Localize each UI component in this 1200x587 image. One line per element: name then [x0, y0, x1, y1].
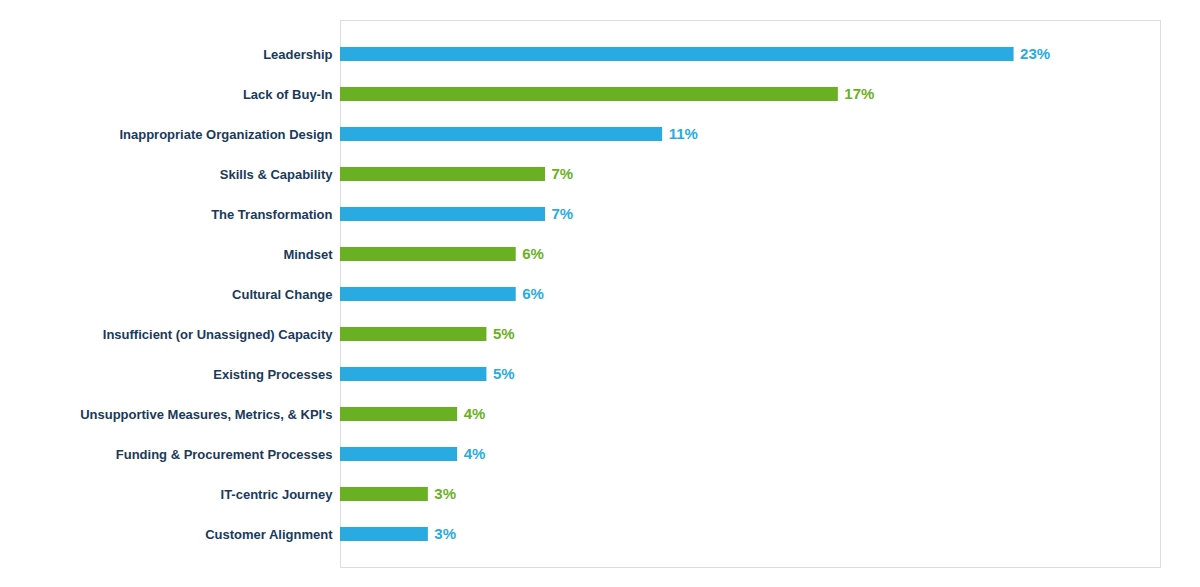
svg-text:Inappropriate Organization Des: Inappropriate Organization Design	[119, 127, 332, 142]
svg-text:5%: 5%	[493, 325, 515, 342]
svg-text:6%: 6%	[522, 285, 544, 302]
svg-text:Insufficient (or Unassigned) C: Insufficient (or Unassigned) Capacity	[103, 327, 333, 342]
svg-text:Mindset: Mindset	[283, 247, 333, 262]
svg-text:IT-centric Journey: IT-centric Journey	[221, 487, 334, 502]
svg-text:Lack of Buy-In: Lack of Buy-In	[243, 87, 333, 102]
svg-text:7%: 7%	[552, 205, 574, 222]
svg-text:Existing Processes: Existing Processes	[213, 367, 332, 382]
svg-text:4%: 4%	[464, 445, 486, 462]
svg-text:3%: 3%	[434, 485, 456, 502]
svg-text:7%: 7%	[552, 165, 574, 182]
svg-text:5%: 5%	[493, 365, 515, 382]
svg-text:17%: 17%	[844, 85, 874, 102]
svg-text:23%: 23%	[1020, 45, 1050, 62]
svg-text:3%: 3%	[434, 525, 456, 542]
svg-text:4%: 4%	[464, 405, 486, 422]
svg-text:The Transformation: The Transformation	[211, 207, 332, 222]
svg-text:11%: 11%	[669, 125, 698, 142]
svg-text:Skills & Capability: Skills & Capability	[220, 167, 333, 182]
svg-text:Unsupportive Measures, Metrics: Unsupportive Measures, Metrics, & KPI's	[80, 407, 332, 422]
svg-text:Funding & Procurement Processe: Funding & Procurement Processes	[116, 447, 333, 462]
svg-text:6%: 6%	[522, 245, 544, 262]
svg-text:Leadership: Leadership	[263, 47, 332, 62]
svg-text:Customer Alignment: Customer Alignment	[205, 527, 333, 542]
svg-text:Cultural Change: Cultural Change	[232, 287, 332, 302]
